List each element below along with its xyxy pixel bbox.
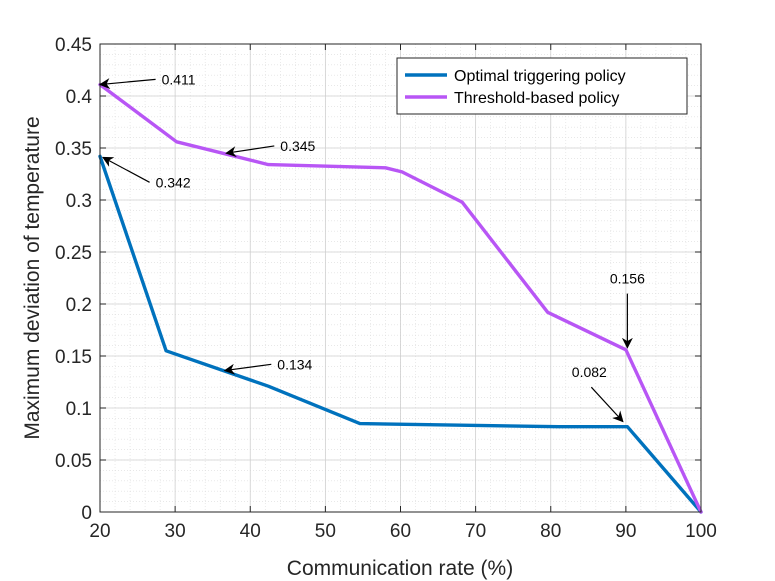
x-tick-label: 90 (615, 521, 636, 542)
y-tick-label: 0.35 (55, 139, 92, 160)
annotation-label: 0.134 (277, 356, 312, 372)
annotation-arrow (102, 156, 150, 183)
y-tick-label: 0.1 (66, 399, 92, 420)
series-line-2 (98, 82, 703, 514)
x-tick-label: 70 (465, 521, 486, 542)
annotation-label: 0.411 (162, 71, 196, 87)
y-axis-title: Maximum deviation of temperature (21, 116, 44, 439)
y-tick-label: 0.25 (55, 243, 92, 264)
legend-box (396, 57, 688, 115)
legend-label: Optimal triggering policy (454, 68, 626, 85)
x-tick-label: 30 (165, 521, 186, 542)
annotation-label: 0.156 (610, 271, 645, 287)
y-tick-label: 0.3 (66, 191, 92, 212)
legend: Optimal triggering policy Threshold-based… (396, 57, 688, 115)
x-axis-title: Communication rate (%) (287, 557, 513, 580)
x-tick-label: 80 (540, 521, 561, 542)
annotation-arrow (225, 145, 275, 158)
legend-label: Threshold-based policy (454, 90, 619, 107)
annotations: 0.411 0.345 0.342 0.134 0.156 0.082 (98, 71, 645, 423)
x-tick-label: 60 (390, 521, 411, 542)
annotation-label: 0.082 (572, 364, 607, 380)
major-grid (99, 43, 702, 513)
y-tick-label: 0.15 (55, 347, 92, 368)
annotation-arrow (223, 363, 272, 375)
x-tick-label: 40 (240, 521, 261, 542)
x-tick-label: 20 (89, 521, 110, 542)
tick-marks: 20 30 40 50 60 70 80 90 100 0 0.05 0.1 0.15 0.2 0.25 0.… (55, 35, 717, 542)
y-tick-label: 0.45 (55, 35, 92, 56)
y-tick-label: 0.2 (66, 295, 92, 316)
y-tick-label: 0.4 (66, 87, 93, 108)
annotation-label: 0.345 (280, 138, 315, 154)
series-layer (98, 82, 703, 514)
annotation-arrow (590, 386, 624, 423)
annotation-arrow (98, 78, 156, 90)
y-tick-label: 0 (81, 503, 92, 524)
series-line-1 (98, 154, 703, 514)
x-tick-label: 100 (685, 521, 717, 542)
annotation-label: 0.342 (156, 174, 191, 190)
y-tick-label: 0.05 (55, 451, 92, 472)
x-tick-label: 50 (315, 521, 336, 542)
